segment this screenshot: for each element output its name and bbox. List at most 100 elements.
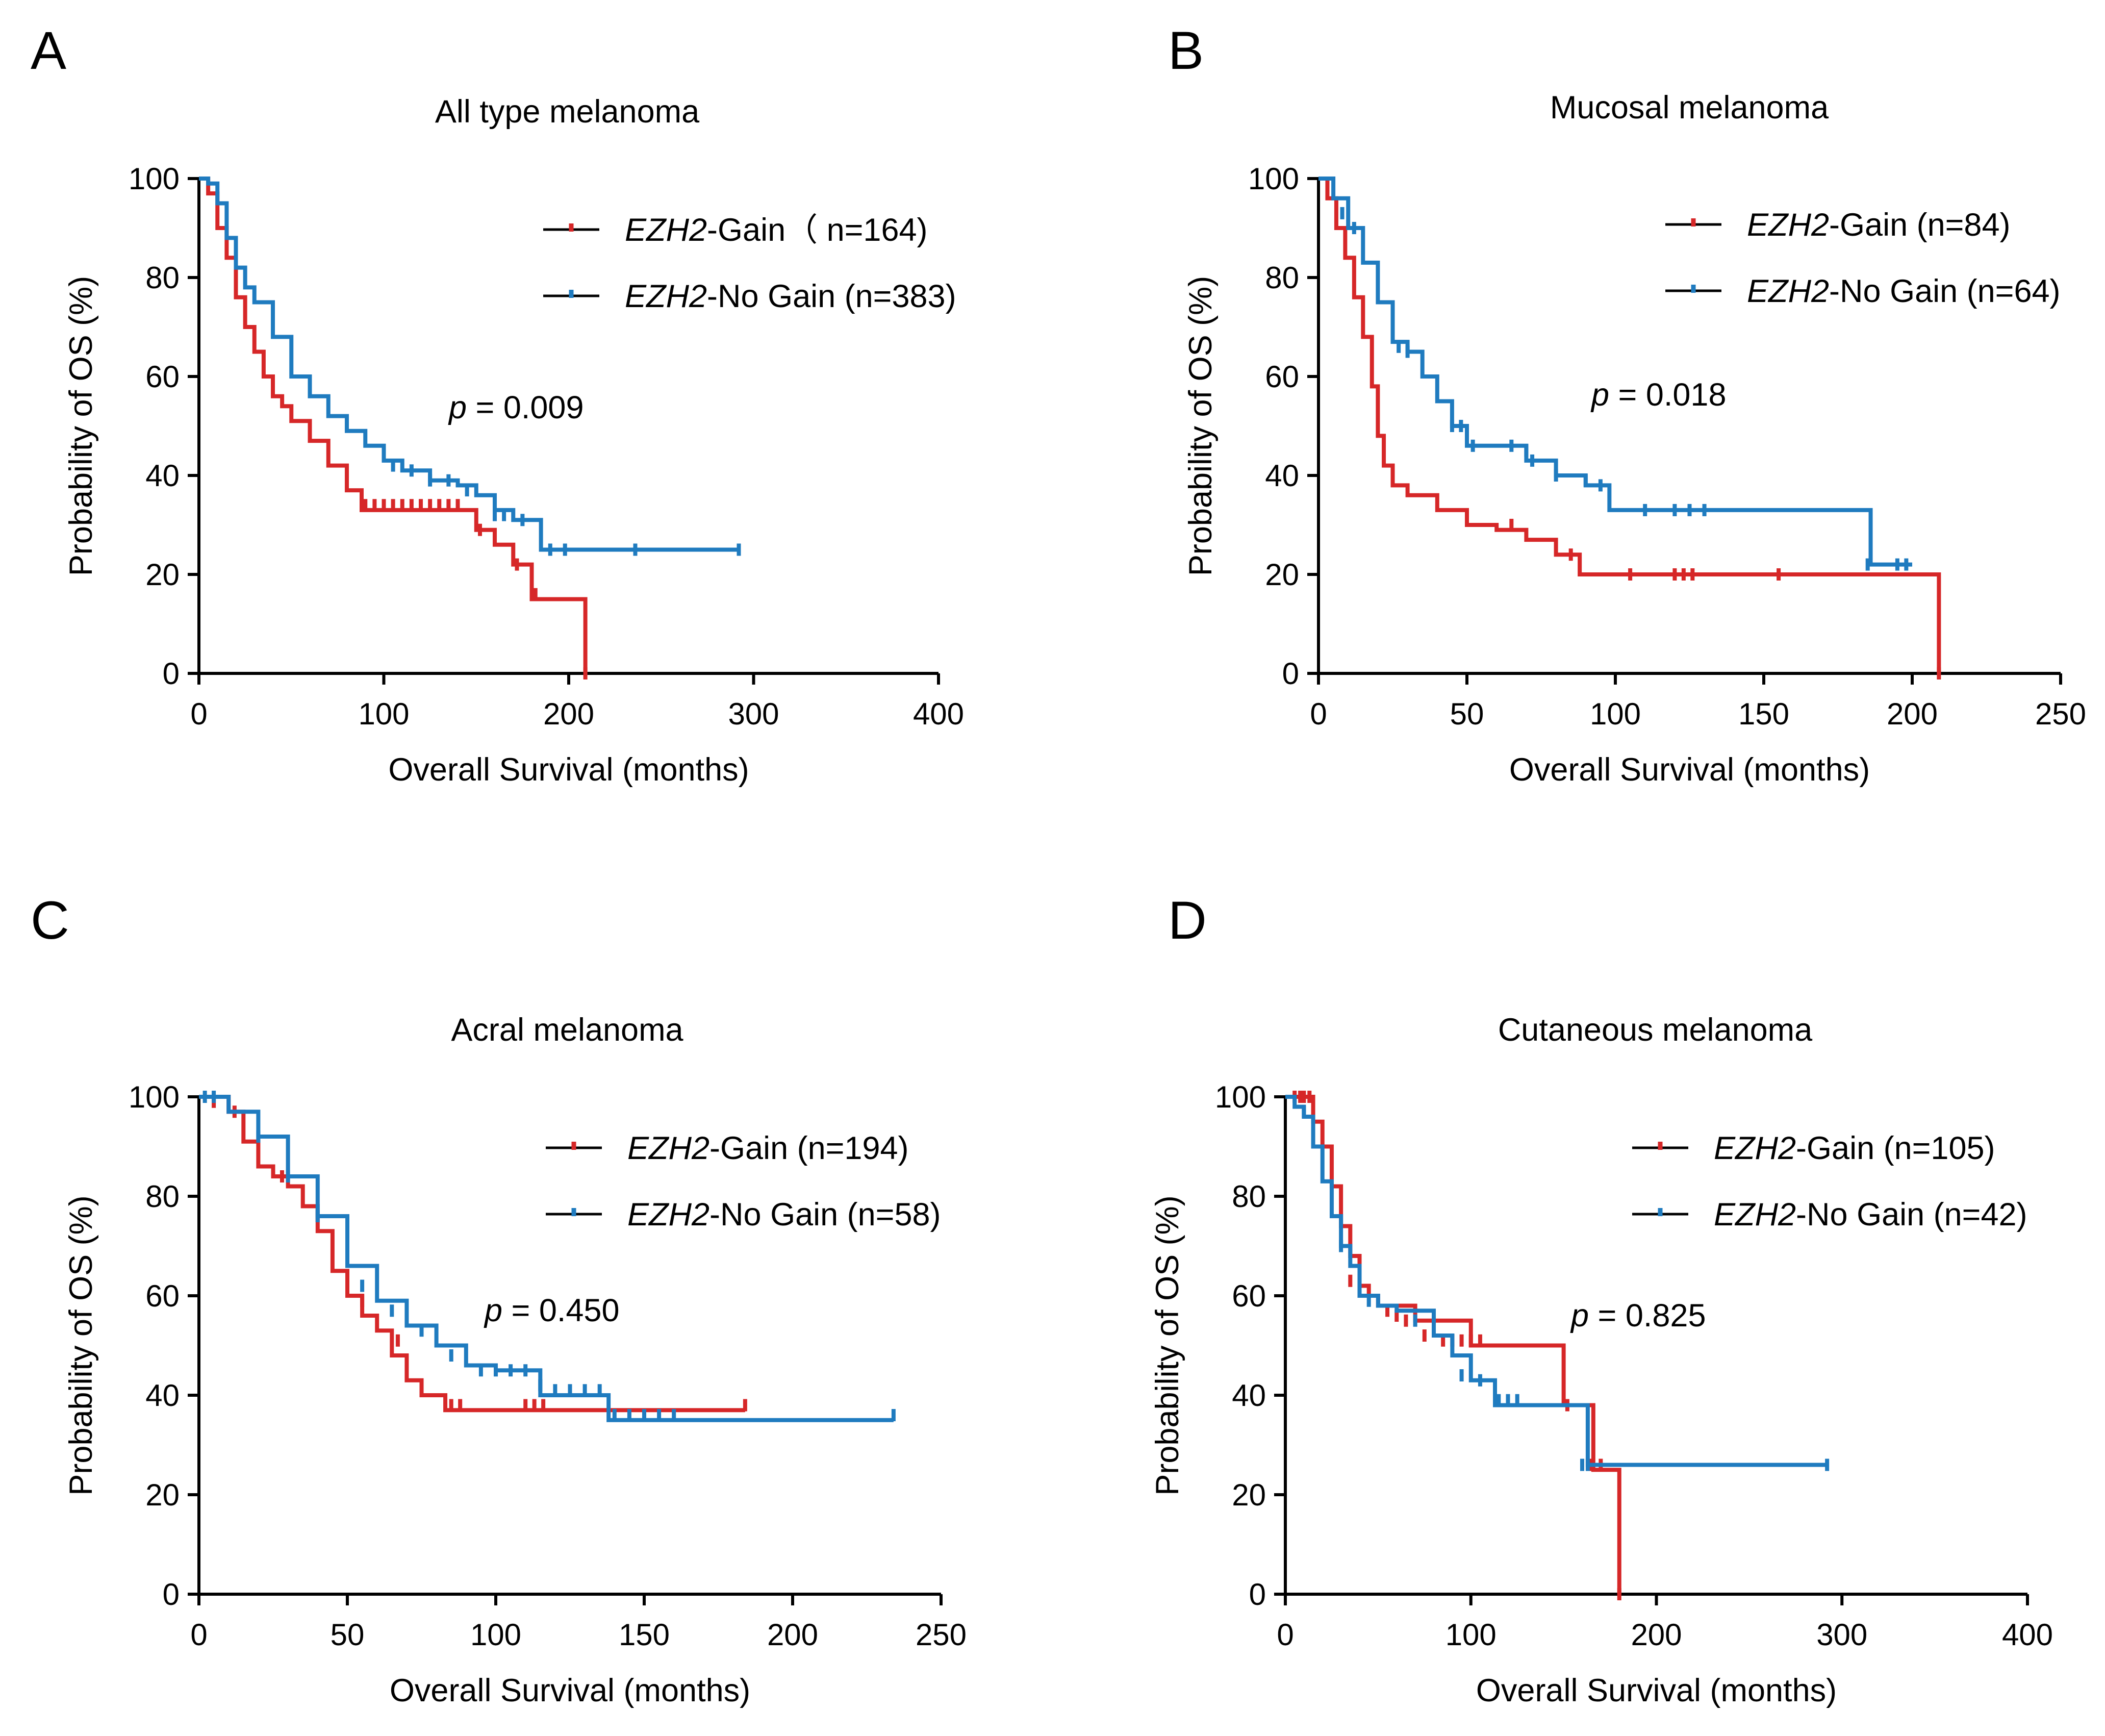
- y-tick-label: 0: [1249, 1577, 1266, 1612]
- legend-label-nogain: EZH2-No Gain (n=383): [625, 279, 956, 314]
- legend-gene: EZH2: [625, 212, 707, 248]
- km-curve-gain: [199, 1095, 745, 1413]
- legend-group: -Gain (n=84): [1829, 207, 2010, 243]
- y-tick-label: 40: [1265, 459, 1299, 493]
- legend-group: -Gain（ n=164): [707, 212, 927, 248]
- legend-gene: EZH2: [1714, 1197, 1796, 1232]
- legend-group: -Gain (n=105): [1796, 1130, 1995, 1166]
- y-tick-label: 40: [145, 1378, 180, 1413]
- y-tick-label: 0: [1282, 657, 1299, 691]
- x-axis-label: Overall Survival (months): [388, 752, 749, 788]
- x-tick-label: 400: [913, 697, 964, 731]
- km-curve-nogain: [199, 177, 741, 552]
- panel-d: D Cutaneous melanoma 0 100 200 300 400 0 20 40 60 8…: [1150, 891, 2053, 1708]
- p-value-number: = 0.018: [1609, 377, 1726, 413]
- legend-label-gain: EZH2-Gain (n=84): [1747, 207, 2010, 243]
- y-tick-label: 0: [163, 657, 180, 691]
- panel-title: Acral melanoma: [451, 1012, 683, 1048]
- legend-group: -No Gain (n=42): [1796, 1197, 2027, 1232]
- legend-label-gain: EZH2-Gain (n=194): [627, 1130, 909, 1166]
- x-tick-label: 150: [619, 1618, 670, 1652]
- y-axis-label: Probability of OS (%): [63, 1195, 99, 1495]
- panel-title: Mucosal melanoma: [1550, 90, 1829, 125]
- x-tick-label: 200: [543, 697, 594, 731]
- x-tick-label: 300: [1816, 1618, 1867, 1652]
- y-tick-label: 100: [1215, 1080, 1266, 1114]
- x-tick-label: 100: [358, 697, 409, 731]
- y-tick-label: 80: [1265, 261, 1299, 295]
- y-axis-label: Probability of OS (%): [1183, 276, 1219, 576]
- x-tick-label: 150: [1738, 697, 1789, 731]
- x-tick-label: 250: [916, 1618, 967, 1652]
- legend-gene: EZH2: [627, 1130, 709, 1166]
- y-tick-label: 60: [1265, 360, 1299, 394]
- x-tick-label: 0: [190, 697, 207, 731]
- legend-group: -No Gain (n=383): [707, 279, 956, 314]
- panel-c: C Acral melanoma 0 50 100 150 200 250 0 20 40 60 80 1…: [31, 891, 967, 1708]
- x-tick-label: 0: [1310, 697, 1327, 731]
- p-symbol: p: [484, 1293, 502, 1328]
- legend-label-gain: EZH2-Gain (n=105): [1714, 1130, 1995, 1166]
- x-tick-label: 50: [331, 1618, 365, 1652]
- p-value-number: = 0.009: [467, 390, 584, 425]
- x-tick-label: 250: [2035, 697, 2086, 731]
- legend-gene: EZH2: [627, 1197, 709, 1232]
- x-axis-label: Overall Survival (months): [390, 1673, 750, 1708]
- y-tick-label: 80: [145, 1179, 180, 1214]
- panel-letter: A: [31, 21, 66, 81]
- x-axis-label: Overall Survival (months): [1509, 752, 1870, 788]
- km-curve-nogain: [1285, 1095, 1829, 1467]
- y-tick-label: 20: [145, 558, 180, 592]
- legend-label-nogain: EZH2-No Gain (n=42): [1714, 1197, 2027, 1232]
- p-value-number: = 0.450: [502, 1293, 619, 1328]
- panel-letter: D: [1168, 891, 1207, 950]
- x-tick-label: 100: [1590, 697, 1641, 731]
- p-value: p = 0.009: [448, 390, 584, 425]
- y-tick-label: 60: [1232, 1279, 1266, 1313]
- y-tick-label: 20: [1265, 558, 1299, 592]
- x-tick-label: 200: [1631, 1618, 1682, 1652]
- panel-title: Cutaneous melanoma: [1498, 1012, 1813, 1048]
- p-symbol: p: [1570, 1298, 1589, 1334]
- legend-group: -No Gain (n=58): [709, 1197, 941, 1232]
- y-tick-label: 60: [145, 360, 180, 394]
- y-tick-label: 20: [145, 1478, 180, 1512]
- y-tick-label: 60: [145, 1279, 180, 1313]
- p-symbol: p: [1590, 377, 1609, 413]
- x-tick-label: 100: [1445, 1618, 1497, 1652]
- y-tick-label: 0: [163, 1577, 180, 1612]
- y-axis-label: Probability of OS (%): [63, 276, 99, 576]
- panel-letter: B: [1168, 21, 1204, 81]
- x-tick-label: 400: [2002, 1618, 2053, 1652]
- y-tick-label: 20: [1232, 1478, 1266, 1512]
- y-tick-label: 100: [129, 1080, 180, 1114]
- legend-label-nogain: EZH2-No Gain (n=58): [627, 1197, 941, 1232]
- p-value: p = 0.018: [1590, 377, 1727, 413]
- y-tick-label: 100: [129, 162, 180, 196]
- panel-b: B Mucosal melanoma 0 50 100 150 200 250 0 20 40 60 8…: [1168, 21, 2086, 788]
- legend-gene: EZH2: [625, 279, 707, 314]
- y-axis-label: Probability of OS (%): [1150, 1195, 1185, 1495]
- legend-gene: EZH2: [1747, 273, 1829, 309]
- y-tick-label: 40: [1232, 1378, 1266, 1413]
- y-tick-label: 80: [145, 261, 180, 295]
- panel-a: A All type melanoma 0 100 200 300 400 0 20 40 60 80…: [31, 21, 964, 788]
- legend-group: -No Gain (n=64): [1829, 273, 2060, 309]
- y-tick-label: 40: [145, 459, 180, 493]
- x-tick-label: 200: [1887, 697, 1938, 731]
- legend-group: -Gain (n=194): [709, 1130, 908, 1166]
- km-curve-gain: [199, 177, 588, 673]
- km-curve-gain: [1318, 177, 1941, 673]
- x-tick-label: 300: [728, 697, 779, 731]
- legend-label-nogain: EZH2-No Gain (n=64): [1747, 273, 2061, 309]
- x-tick-label: 50: [1450, 697, 1484, 731]
- x-tick-label: 200: [767, 1618, 818, 1652]
- km-curve-nogain: [199, 1095, 894, 1422]
- x-axis-label: Overall Survival (months): [1476, 1673, 1837, 1708]
- legend-gene: EZH2: [1747, 207, 1829, 243]
- panel-letter: C: [31, 891, 69, 950]
- legend-gene: EZH2: [1714, 1130, 1796, 1166]
- x-tick-label: 0: [1277, 1618, 1294, 1652]
- p-symbol: p: [448, 390, 467, 425]
